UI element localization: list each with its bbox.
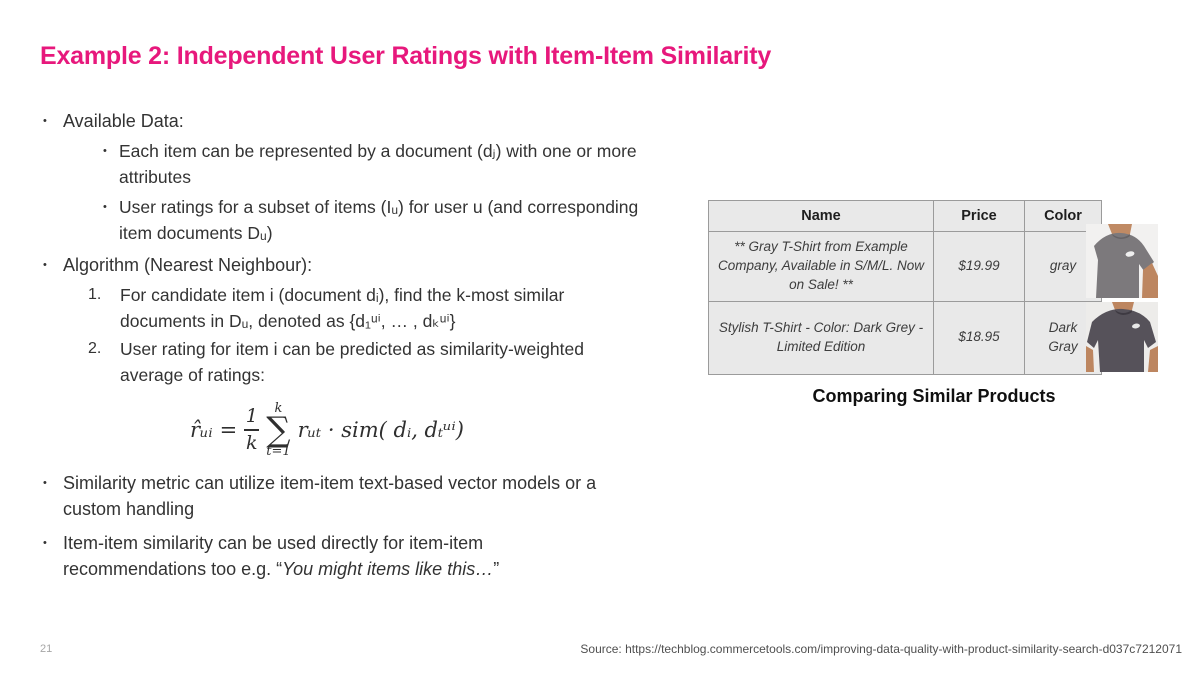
column-header-color: Color [1024,200,1102,232]
numbered-item-text: For candidate item i (document dᵢ), find… [120,285,565,331]
fraction-numerator: 1 [245,405,258,428]
sigma-icon: ∑ [266,409,291,450]
list-number: 2. [88,340,102,357]
list-number: 1. [88,286,102,303]
page-number: 21 [40,643,53,655]
formula-rhs: rᵤₜ · sim( dᵢ, dₜᵘⁱ) [297,418,464,442]
cell-product-name: Stylish T-Shirt - Color: Dark Grey - Lim… [708,300,934,375]
cell-product-name: ** Gray T-Shirt from Example Company, Av… [708,231,934,302]
column-header-price: Price [933,200,1025,232]
table-row: Stylish T-Shirt - Color: Dark Grey - Lim… [708,300,1102,375]
tshirt-photo-icon [1086,224,1158,298]
formula-summation: k ∑ t=1 [266,402,290,459]
bullet-available-data: • Available Data: [40,108,700,134]
numbered-item-text: User rating for item i can be predicted … [120,339,584,385]
bullet-text: Similarity metric can utilize item-item … [63,473,597,519]
bullet-icon: • [103,201,107,213]
bullet-text-prefix: Item-item similarity can be used directl… [63,533,484,579]
numbered-item-1: 1. For candidate item i (document dᵢ), f… [88,282,700,334]
numbered-item-2: 2. User rating for item i can be predict… [88,336,700,388]
bullet-icon: • [43,259,47,271]
subbullet-document-representation: • Each item can be represented by a docu… [100,138,700,190]
product-image-dark-gray-tshirt [1086,302,1158,372]
sum-upper-limit: k [274,400,283,416]
fraction-bar [244,429,260,431]
bullet-text-quote: You might items like this… [282,559,494,579]
bullet-text: Available Data: [63,111,184,131]
cell-product-price: $19.99 [933,231,1025,302]
bullet-icon: • [43,537,47,549]
formula-fraction: 1 k [244,405,260,454]
page-title: Example 2: Independent User Ratings with… [40,42,772,70]
product-image-gray-tshirt [1086,224,1158,298]
table-header-row: Name Price Color [708,200,1102,232]
bullet-icon: • [43,477,47,489]
bullet-icon: • [43,115,47,127]
formula-equals: = [219,418,238,442]
tshirt-photo-icon [1086,302,1158,372]
bullet-icon: • [103,145,107,157]
source-citation: Source: https://techblog.commercetools.c… [580,642,1182,656]
figure-caption: Comparing Similar Products [812,386,1056,406]
table-row: ** Gray T-Shirt from Example Company, Av… [708,231,1102,302]
subbullet-text: Each item can be represented by a docume… [119,141,637,187]
subbullet-text: User ratings for a subset of items (Iᵤ) … [119,197,639,243]
column-header-name: Name [708,200,934,232]
bullet-text: Algorithm (Nearest Neighbour): [63,255,313,275]
rating-prediction-formula: r̂ᵤᵢ = 1 k k ∑ t=1 rᵤₜ · sim( dᵢ, dₜᵘⁱ) [190,394,700,466]
bullet-similarity-metric: • Similarity metric can utilize item-ite… [40,470,700,522]
content-area: • Available Data: • Each item can be rep… [40,108,700,582]
bullet-algorithm: • Algorithm (Nearest Neighbour): [40,252,700,278]
bullet-item-item-similarity: • Item-item similarity can be used direc… [40,530,700,582]
sum-lower-limit: t=1 [266,444,291,460]
cell-product-price: $18.95 [933,300,1025,375]
product-comparison-table: Name Price Color ** Gray T-Shirt from Ex… [708,200,1102,375]
formula-lhs: r̂ᵤᵢ [190,418,213,442]
fraction-denominator: k [245,431,258,454]
bullet-text: Item-item similarity can be used directl… [63,530,628,582]
subbullet-user-ratings: • User ratings for a subset of items (Iᵤ… [100,194,700,246]
bullet-text-suffix: ” [493,559,500,579]
